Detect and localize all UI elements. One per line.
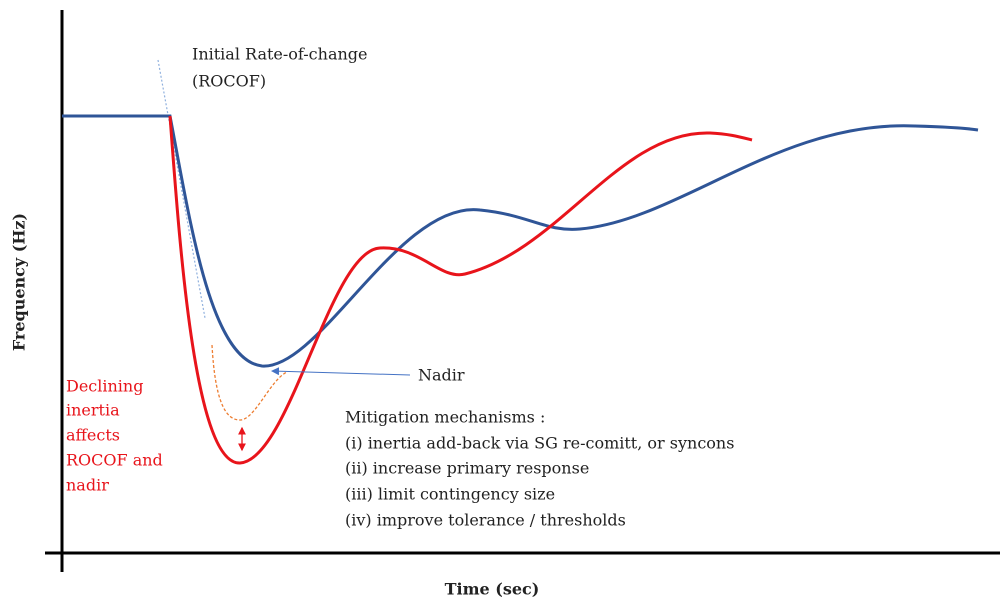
mitigation-title: Mitigation mechanisms : (345, 408, 545, 427)
mitigation-item: (ii) increase primary response (345, 459, 589, 478)
nadir-label: Nadir (418, 366, 465, 385)
mitigation-item: (i) inertia add-back via SG re-comitt, o… (345, 434, 734, 453)
intermediate-curve (211, 344, 288, 421)
rocof-label: (ROCOF) (192, 72, 266, 91)
high-inertia-curve (62, 114, 979, 368)
rocof-tangent (157, 59, 206, 319)
declining-label: ROCOF and (66, 451, 163, 470)
mitigation-item: (iv) improve tolerance / thresholds (345, 511, 626, 530)
declining-label: nadir (66, 476, 109, 495)
x-axis-label: Time (sec) (445, 580, 540, 599)
low-inertia-curve (168, 115, 753, 465)
rocof-label: Initial Rate-of-change (192, 45, 368, 64)
y-axis-label: Frequency (Hz) (10, 213, 29, 351)
declining-label: Declining (66, 377, 143, 396)
declining-label: inertia (66, 401, 120, 420)
declining-label: affects (66, 426, 120, 445)
mitigation-item: (iii) limit contingency size (345, 485, 555, 504)
nadir-arrow (271, 367, 411, 376)
